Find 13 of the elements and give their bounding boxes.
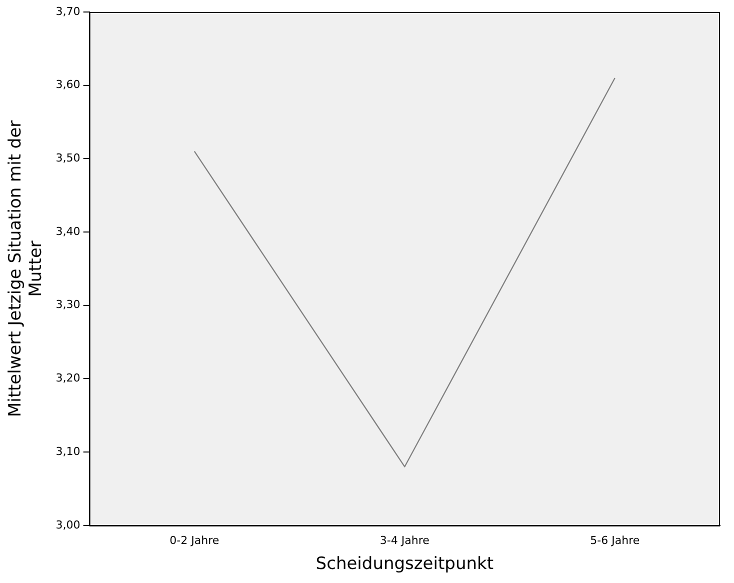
y-tick-label: 3,50 [56, 152, 80, 165]
x-tick-label: 5-6 Jahre [590, 534, 640, 547]
y-tick-label: 3,40 [56, 224, 80, 238]
x-tick-label: 3-4 Jahre [380, 534, 430, 547]
y-axis-title: Mittelwert Jetzige Situation mit der Mutter [6, 120, 46, 418]
x-axis-title: Scheidungszeitpunkt [316, 554, 494, 574]
y-tick-label: 3,00 [56, 518, 80, 532]
y-tick-label: 3,70 [56, 4, 80, 18]
y-tick-label: 3,20 [56, 372, 80, 385]
y-tick-label: 3,60 [56, 78, 80, 92]
x-tick-label: 0-2 Jahre [170, 534, 220, 547]
y-tick-label: 3,30 [56, 298, 80, 312]
y-tick-label: 3,10 [56, 444, 80, 458]
